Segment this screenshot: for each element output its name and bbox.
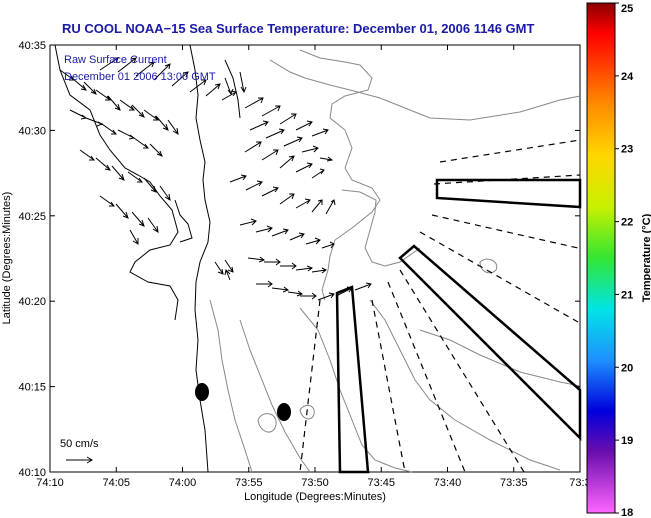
colorbar-tick-label: 23: [621, 144, 633, 156]
x-tick-label: 73:40: [434, 477, 462, 489]
map-area: Raw Surface Current December 01 2006 13:…: [54, 44, 582, 474]
x-axis-label: Longitude (Degrees:Minutes): [244, 491, 386, 503]
current-vectors: [59, 57, 372, 301]
contour-nearshore-2: [239, 319, 311, 473]
ray-5: [387, 281, 466, 473]
barrier-spit: [224, 59, 241, 119]
x-tick-label: 74:10: [36, 477, 64, 489]
figure-title: RU COOL NOAA−15 Sea Surface Temperature:…: [62, 21, 534, 36]
y-tick-label: 40:25: [18, 211, 46, 223]
colorbar-tick-label: 21: [621, 289, 633, 301]
buoy-marker: [195, 383, 209, 401]
coastline-inlet: [174, 199, 193, 243]
ray-3: [419, 231, 579, 323]
ray-2: [431, 214, 579, 249]
colorbar-tick-label: 22: [621, 217, 633, 229]
scale-label: 50 cm/s: [60, 438, 99, 450]
legend-title: Raw Surface Current: [64, 54, 167, 66]
colorbar-label: Temperature (°C): [641, 213, 651, 302]
y-tick-label: 40:35: [18, 40, 46, 52]
x-tick-label: 73:45: [367, 477, 395, 489]
y-axis: 40:35 40:30 40:25 40:20 40:15 40:10: [18, 40, 580, 479]
y-tick-label: 40:10: [18, 467, 46, 479]
x-tick-label: 73:50: [301, 477, 329, 489]
y-tick-label: 40:15: [18, 382, 46, 394]
colorbar-tick-label: 19: [621, 435, 633, 447]
contour-outer: [269, 59, 581, 121]
colorbar-ticks: 25 24 23 22 21 20 19 18: [615, 2, 634, 518]
x-tick-label: 73:55: [235, 477, 263, 489]
map-frame: [49, 44, 581, 473]
vector-group-upper-ne: [99, 57, 247, 101]
legend-timestamp: December 01 2006 13:00 GMT: [64, 71, 216, 83]
y-tick-label: 40:20: [18, 296, 46, 308]
colorbar-tick-label: 25: [621, 3, 633, 15]
coastline: [54, 44, 241, 473]
study-boxes: [335, 178, 582, 474]
contour-small-2: [299, 404, 315, 420]
ray-8: [433, 174, 581, 185]
contour-deep-2: [369, 299, 561, 471]
colorbar-tick-label: 20: [621, 362, 633, 374]
contour-small-1: [257, 413, 277, 433]
bathymetry-contours: [209, 49, 581, 473]
vector-group-shore: [214, 259, 234, 281]
contour-nearshore: [209, 299, 253, 473]
contour-mid: [341, 189, 421, 267]
colorbar: [586, 2, 616, 514]
contour-deep-3: [419, 329, 581, 387]
buoy-marker: [277, 403, 291, 421]
x-tick-label: 73:3: [569, 477, 590, 489]
scale-arrow: [66, 456, 93, 464]
box-east: [435, 178, 582, 209]
bay-shoreline: [54, 44, 179, 321]
ray-7: [299, 299, 321, 473]
box-southeast: [398, 244, 582, 442]
box-south: [335, 285, 370, 474]
ray-6: [371, 299, 406, 473]
coverage-lines: [299, 139, 581, 473]
colorbar-tick-label: 18: [621, 507, 633, 518]
x-tick-label: 74:00: [169, 477, 197, 489]
colorbar-tick-label: 24: [621, 71, 634, 83]
vector-group-north: [59, 69, 179, 245]
y-axis-label: Latitude (Degrees:Minutes): [1, 192, 13, 325]
contour-small-3: [479, 258, 498, 274]
x-axis: 74:10 74:05 74:00 73:55 73:50 73:45 73:40 73:35…: [36, 45, 591, 489]
contour-deep: [299, 307, 413, 473]
coastline-main: [189, 44, 211, 473]
vector-group-east: [229, 97, 372, 301]
y-tick-label: 40:30: [18, 125, 46, 137]
x-tick-label: 73:35: [500, 477, 528, 489]
ray-1: [439, 139, 581, 163]
x-tick-label: 74:05: [102, 477, 130, 489]
